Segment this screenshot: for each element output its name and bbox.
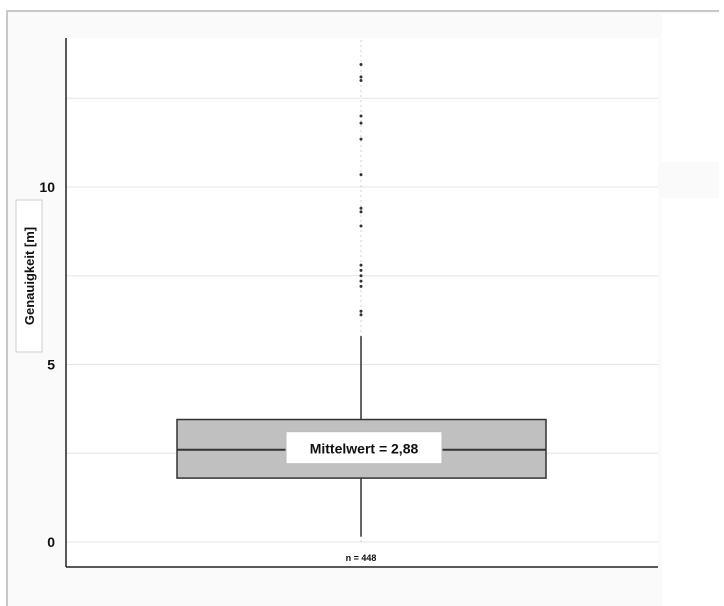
outlier-point xyxy=(359,313,363,317)
outlier-point xyxy=(359,284,363,288)
outlier-point xyxy=(359,274,363,278)
y-tick-label: 0 xyxy=(47,534,55,550)
axis-layer: 0 5 10 xyxy=(39,38,658,568)
outlier-point xyxy=(359,268,363,272)
outlier-point xyxy=(359,210,363,214)
outlier-point xyxy=(359,114,363,118)
outlier-point xyxy=(359,279,363,283)
label-layer: Genauigkeit [m] Mittelwert = 2,88 n = 448 xyxy=(15,199,443,563)
outlier-point xyxy=(359,137,363,141)
right-panel-top xyxy=(662,14,724,162)
n-label: n = 448 xyxy=(346,553,377,563)
y-tick-label: 5 xyxy=(47,357,55,373)
mean-annotation: Mittelwert = 2,88 xyxy=(310,441,419,457)
right-panel-bottom xyxy=(662,198,724,606)
outlier-point xyxy=(359,121,363,125)
outlier-point xyxy=(359,75,363,79)
outlier-point xyxy=(359,224,363,228)
outlier-point xyxy=(359,79,363,82)
outlier-point xyxy=(359,309,363,313)
plot-area xyxy=(66,38,658,566)
outlier-point xyxy=(359,173,363,177)
y-axis-label: Genauigkeit [m] xyxy=(22,227,37,325)
mean-annotation-box xyxy=(285,431,443,465)
outlier-point xyxy=(359,63,363,67)
outlier-point xyxy=(359,263,363,267)
outlier-layer xyxy=(359,63,363,317)
y-axis-label-box xyxy=(15,199,43,353)
outlier-point xyxy=(359,206,363,210)
y-tick-label: 10 xyxy=(39,179,55,195)
